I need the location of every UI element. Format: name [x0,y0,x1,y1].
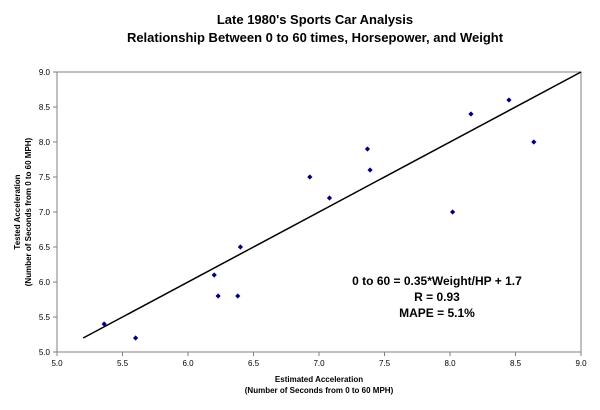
x-tick-label: 5.5 [117,359,129,368]
y-axis-label: Tested Acceleration [13,174,22,249]
data-point [235,293,241,299]
trendline [82,71,582,339]
data-point [531,139,537,145]
data-points [101,97,537,341]
y-tick-label: 9.0 [39,68,51,77]
data-point [506,97,512,103]
x-tick-label: 7.0 [313,359,325,368]
y-tick-label: 6.0 [39,278,51,287]
x-axis-label: Estimated Acceleration [275,375,363,384]
y-axis: 5.0 5.5 6.0 6.5 7.0 7.5 8.0 8.5 9.0 [39,68,57,357]
y-tick-label: 7.0 [39,208,51,217]
data-point [326,195,333,201]
y-tick-label: 5.5 [39,313,51,322]
x-tick-label: 5.0 [51,359,63,368]
chart-subtitle: Relationship Between 0 to 60 times, Hors… [127,30,504,45]
annotation-equation: 0 to 60 = 0.35*Weight/HP + 1.7 [352,274,522,288]
y-tick-label: 8.5 [39,103,51,112]
x-tick-label: 6.5 [248,359,260,368]
x-tick-label: 7.5 [379,359,391,368]
data-point [101,321,107,327]
annotation-mape: MAPE = 5.1% [399,306,475,320]
data-point [237,244,243,250]
annotation-r: R = 0.93 [414,290,460,304]
data-point [133,335,139,341]
x-tick-label: 8.5 [510,359,522,368]
x-axis-label-units: (Number of Seconds from 0 to 60 MPH) [245,386,394,395]
x-axis: 5.0 5.5 6.0 6.5 7.0 7.5 8.0 8.5 9.0 [51,352,587,368]
x-tick-label: 6.0 [182,359,194,368]
data-point [367,167,373,173]
y-tick-label: 5.0 [39,348,51,357]
x-tick-label: 8.0 [444,359,456,368]
y-tick-label: 7.5 [39,173,51,182]
data-point [468,111,474,117]
data-point [211,272,217,278]
data-point [307,174,313,180]
x-tick-label: 9.0 [575,359,587,368]
chart-title: Late 1980's Sports Car Analysis [217,12,413,27]
y-tick-label: 8.0 [39,138,51,147]
y-tick-label: 6.5 [39,243,51,252]
data-point [450,209,456,215]
data-point [364,146,371,152]
data-point [215,293,221,299]
y-axis-label-units: (Number of Seconds from 0 to 60 MPH) [24,137,33,286]
